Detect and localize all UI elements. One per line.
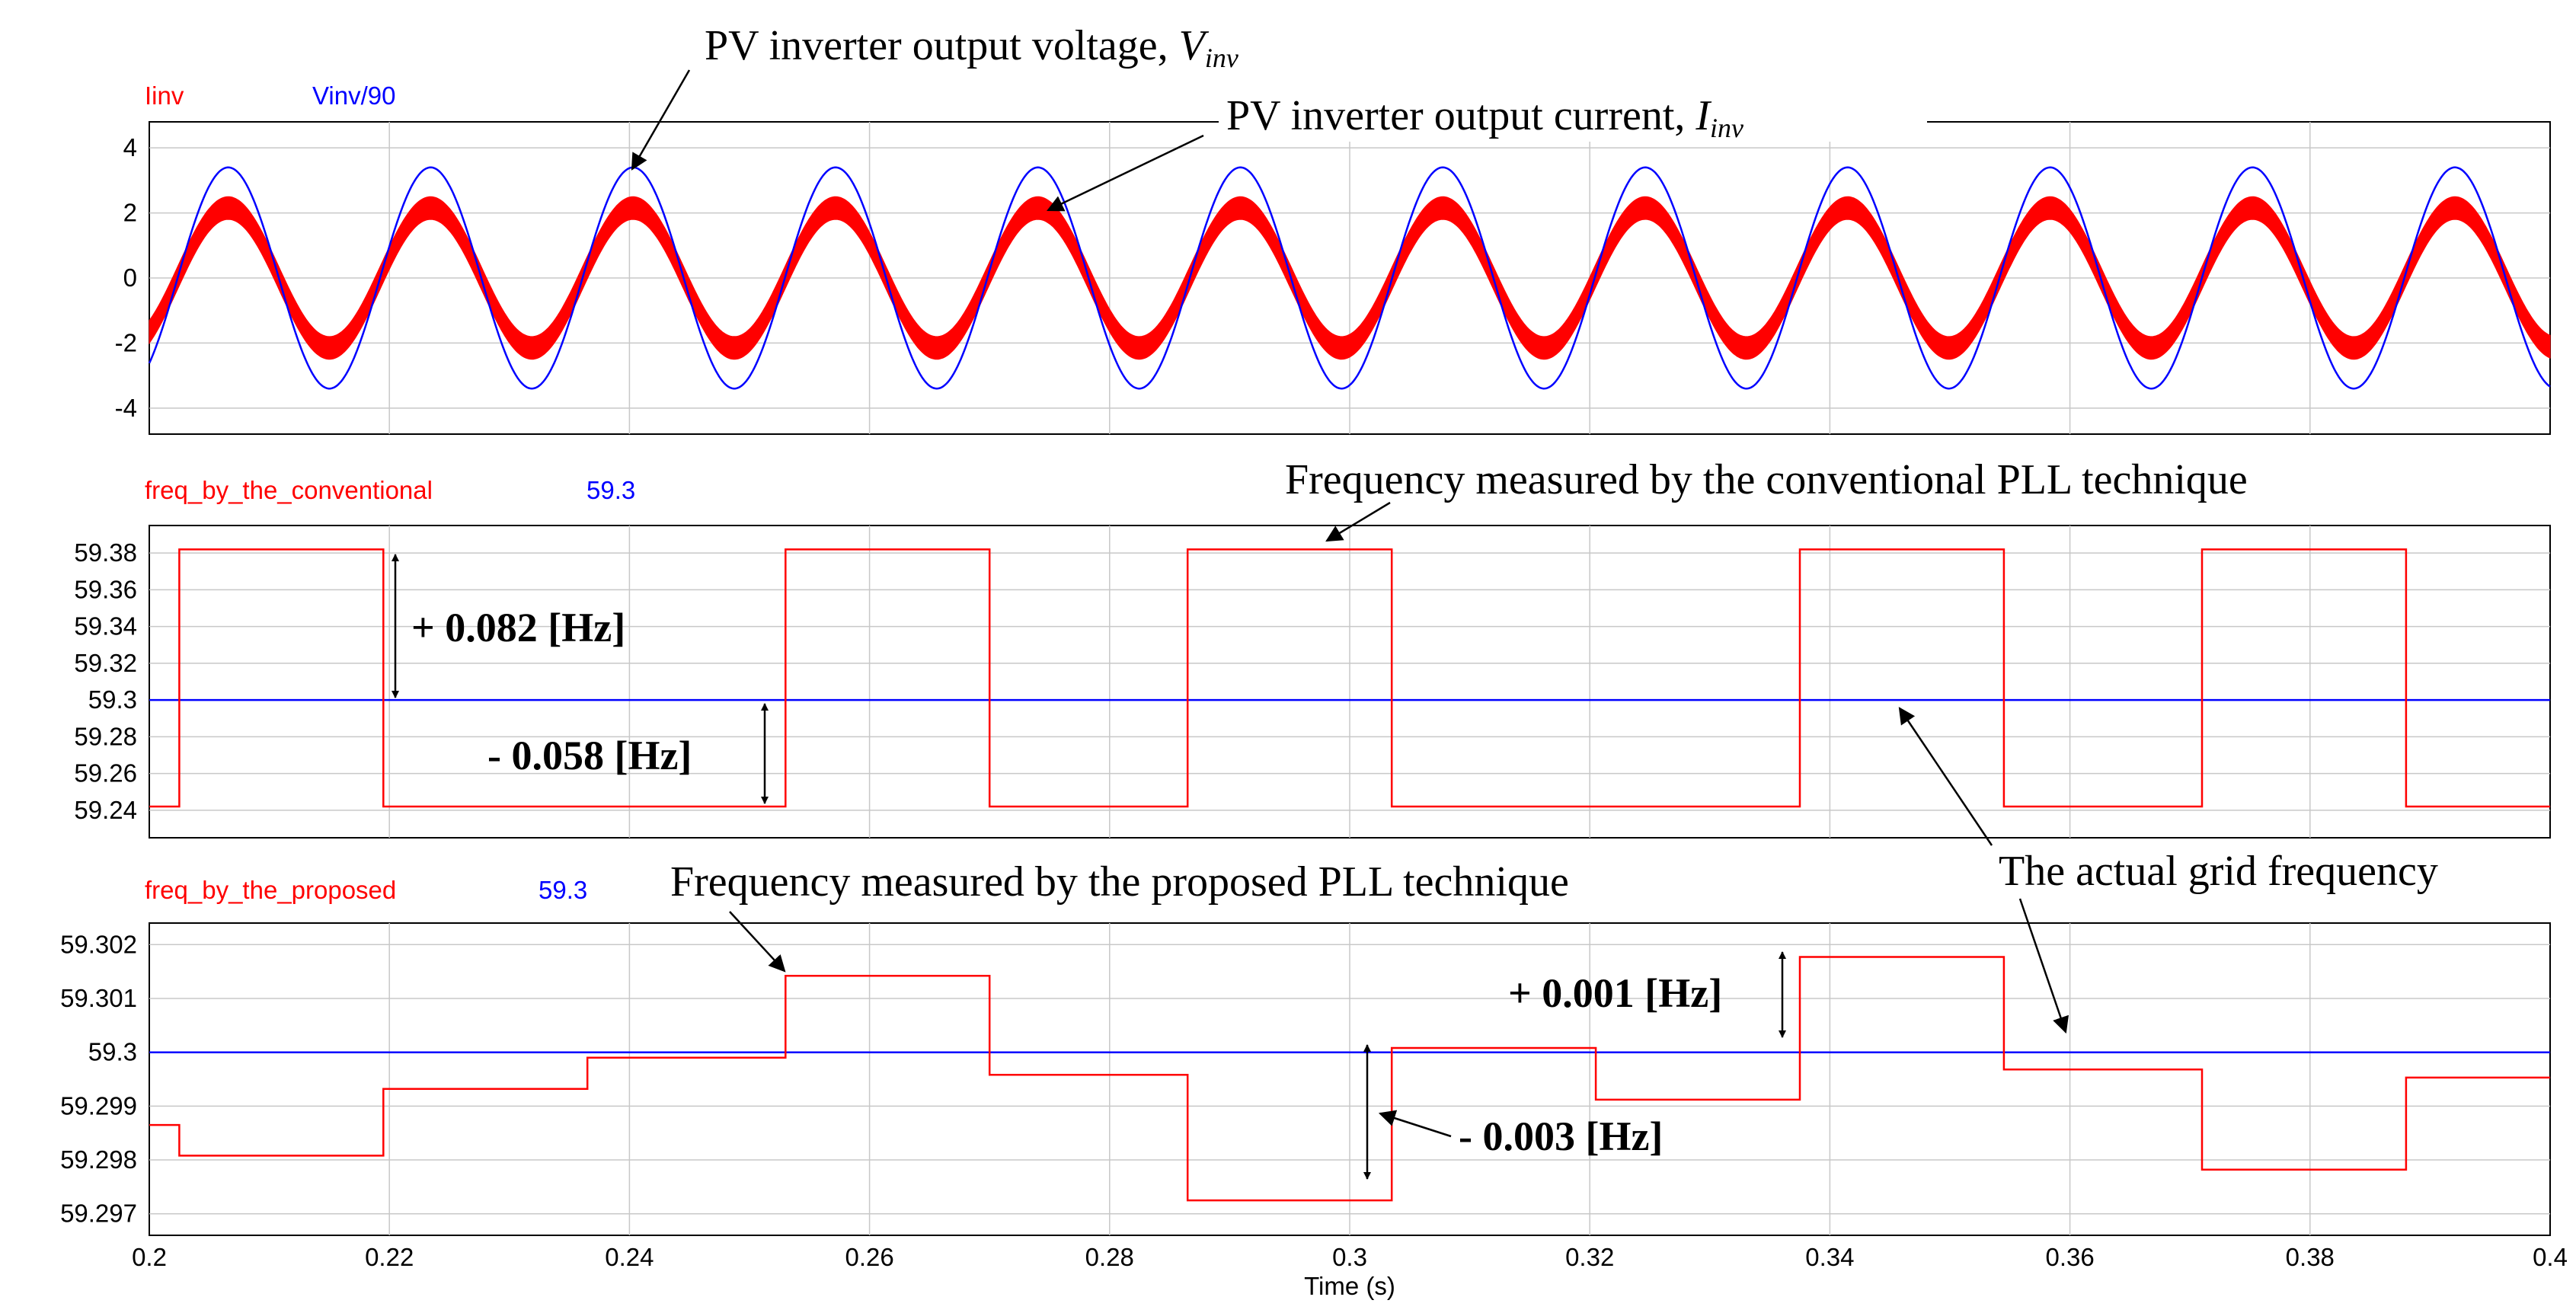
annotation-current-main: PV inverter output current, [1226, 92, 1695, 139]
x-tick-label: 0.24 [605, 1243, 654, 1271]
y-tick-label: 59.299 [60, 1091, 137, 1120]
legend-conventional: freq_by_the_conventional [145, 476, 433, 504]
y-tick-label: 59.302 [60, 930, 137, 958]
series-conventional [149, 548, 2550, 808]
y-tick-label: -4 [115, 394, 137, 422]
x-tick-label: 0.36 [2045, 1243, 2094, 1271]
x-tick-label: 0.3 [1332, 1243, 1367, 1271]
y-tick-label: 2 [123, 199, 137, 227]
y-tick-label: 59.38 [74, 538, 137, 567]
y-tick-label: -2 [115, 328, 137, 356]
y-ticks-mid: 59.24 59.26 59.28 59.3 59.32 59.34 59.36 59.38 [74, 538, 137, 824]
annotation-grid-bg [1994, 842, 2550, 897]
arrow-conventional [1325, 501, 1391, 542]
y-tick-label: 59.24 [74, 796, 137, 824]
annotation-plus-001: + 0.001 [Hz] [1508, 970, 1722, 1016]
y-tick-label: 59.34 [74, 612, 137, 641]
annotation-current-var: I [1695, 92, 1711, 139]
y-ticks-top: -4 -2 0 2 4 [115, 133, 137, 422]
x-tick-label: 0.28 [1085, 1243, 1134, 1271]
y-tick-label: 59.32 [74, 649, 137, 677]
series-proposed [149, 956, 2550, 1202]
x-tick-label: 0.2 [132, 1243, 167, 1271]
grid-mid [149, 526, 2550, 838]
x-ticks: 0.2 0.22 0.24 0.26 0.28 0.3 0.32 0.34 0.36 0.38 0.… [132, 1243, 2568, 1271]
grid-top [149, 122, 2550, 434]
y-tick-label: 59.3 [88, 685, 137, 714]
series-vinv [148, 166, 2551, 390]
annotation-current-sub: inv [1710, 113, 1743, 143]
x-tick-label: 0.22 [365, 1243, 414, 1271]
annotation-voltage-main: PV inverter output voltage, [705, 22, 1179, 69]
annotation-voltage-sub: inv [1205, 43, 1238, 73]
legend-proposed: freq_by_the_proposed [145, 876, 396, 904]
arrow-grid-down [2018, 898, 2069, 1034]
arrow-voltage [631, 69, 691, 171]
annotation-proposed-bg [670, 855, 1813, 909]
y-tick-label: 4 [123, 133, 137, 161]
x-tick-label: 0.26 [845, 1243, 893, 1271]
x-tick-label: 0.34 [1805, 1243, 1854, 1271]
legend-vinv: Vinv/90 [312, 81, 395, 110]
annotation-voltage: PV inverter output voltage, Vinv [705, 22, 1238, 73]
y-tick-label: 0 [123, 264, 137, 292]
annotation-minus-003: - 0.003 [Hz] [1459, 1113, 1663, 1159]
annotation-current: PV inverter output current, Iinv [1226, 92, 1743, 143]
y-tick-label: 59.3 [88, 1038, 137, 1066]
panel-bot: freq_by_the_proposed 59.3 59.29759.29859… [60, 876, 2568, 1300]
y-ticks-bot: 59.297 59.298 59.299 59.3 59.301 59.302 [60, 930, 137, 1227]
arrow-proposed [729, 911, 786, 973]
arrow-minus-003 [1378, 1110, 1452, 1138]
y-tick-label: 59.26 [74, 759, 137, 787]
annotation-grid: The actual grid frequency [1999, 848, 2438, 895]
legend-59-3-mid: 59.3 [586, 476, 635, 504]
arrow-current [1047, 134, 1204, 212]
legend-iinv: Iinv [145, 81, 184, 110]
arrow-grid-up [1898, 707, 1993, 846]
annotation-minus-058: - 0.058 [Hz] [487, 733, 692, 778]
panel-top: Iinv Vinv/90 -4 -2 0 2 4 [115, 81, 2551, 435]
annotation-conventional: Frequency measured by the conventional P… [1285, 456, 2248, 503]
x-axis-label: Time (s) [1304, 1272, 1395, 1300]
panel-mid: freq_by_the_conventional 59.3 59.24 59.26… [74, 476, 2551, 839]
annotation-proposed: Frequency measured by the proposed PLL t… [670, 858, 1569, 906]
legend-59-3-bot: 59.3 [539, 876, 587, 904]
x-tick-label: 0.32 [1565, 1243, 1614, 1271]
series-iinv [149, 196, 2551, 360]
y-tick-label: 59.301 [60, 984, 137, 1012]
y-tick-label: 59.36 [74, 575, 137, 603]
annotation-voltage-var: V [1179, 22, 1210, 69]
y-tick-label: 59.297 [60, 1200, 137, 1228]
y-tick-label: 59.28 [74, 722, 137, 750]
y-tick-label: 59.298 [60, 1145, 137, 1174]
annotations: PV inverter output voltage, Vinv PV inve… [392, 22, 2550, 1180]
annotation-current-bg [1219, 85, 1927, 142]
x-tick-label: 0.4 [2533, 1243, 2568, 1271]
grid-bot [149, 923, 2550, 1235]
x-tick-label: 0.38 [2286, 1243, 2335, 1271]
annotation-plus-082: + 0.082 [Hz] [411, 605, 625, 650]
